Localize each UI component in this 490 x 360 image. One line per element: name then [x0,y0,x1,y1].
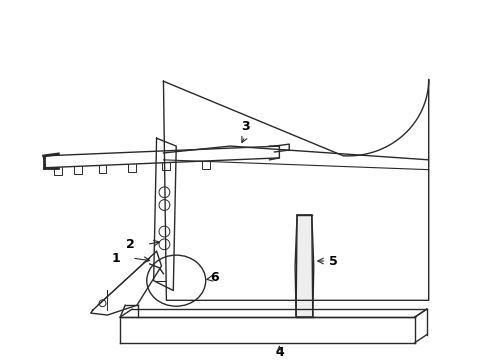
Text: 1: 1 [112,252,120,265]
Text: 4: 4 [275,346,284,359]
Text: 5: 5 [328,255,337,267]
Text: 6: 6 [211,271,219,284]
Polygon shape [296,215,313,317]
Text: 2: 2 [126,238,135,251]
Text: 3: 3 [241,120,249,133]
